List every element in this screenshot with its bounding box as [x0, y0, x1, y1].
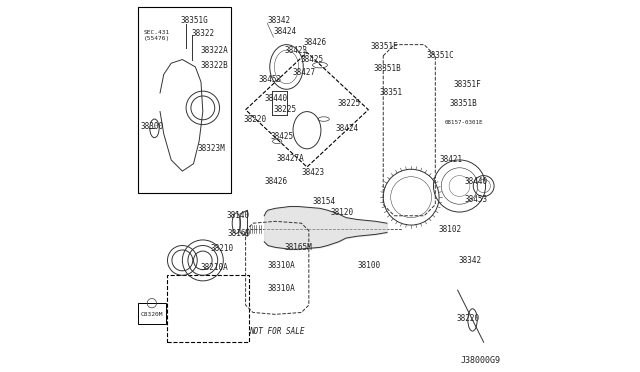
Text: 38342: 38342 [267, 16, 291, 25]
Text: 38424: 38424 [273, 27, 296, 36]
Text: 38351B: 38351B [449, 99, 477, 108]
Text: 38154: 38154 [312, 198, 336, 206]
Text: 38300: 38300 [141, 122, 164, 131]
Text: 38342: 38342 [458, 256, 481, 265]
Text: 38351G: 38351G [180, 16, 208, 25]
Text: C8320M: C8320M [141, 312, 163, 317]
Text: 38426: 38426 [265, 177, 288, 186]
Text: 38421: 38421 [440, 155, 463, 164]
Text: SEC.431
(55476): SEC.431 (55476) [143, 30, 170, 41]
Text: 38310A: 38310A [268, 284, 296, 293]
Text: 38323M: 38323M [197, 144, 225, 153]
Text: 38169: 38169 [228, 229, 251, 238]
Text: 38220: 38220 [456, 314, 479, 323]
Text: 38425: 38425 [301, 55, 324, 64]
Text: 38423: 38423 [285, 46, 308, 55]
Text: 38425: 38425 [271, 132, 294, 141]
Text: 38423: 38423 [301, 169, 324, 177]
Text: 38225: 38225 [337, 99, 360, 108]
Text: 38322B: 38322B [201, 61, 228, 70]
Text: 38351F: 38351F [453, 80, 481, 89]
Text: 38322: 38322 [191, 29, 215, 38]
Text: 38120: 38120 [330, 208, 353, 217]
Text: 38322A: 38322A [201, 46, 228, 55]
FancyBboxPatch shape [138, 7, 231, 193]
Text: 38210: 38210 [211, 244, 234, 253]
Text: 38351: 38351 [380, 88, 403, 97]
Text: 38440: 38440 [465, 177, 488, 186]
FancyBboxPatch shape [138, 303, 166, 324]
Text: 38351C: 38351C [426, 51, 454, 60]
Text: 38453: 38453 [259, 76, 282, 84]
Text: 38140: 38140 [227, 211, 250, 219]
Text: 38210A: 38210A [200, 263, 228, 272]
Text: 38427: 38427 [292, 68, 316, 77]
Text: 38102: 38102 [438, 225, 461, 234]
Text: 38310A: 38310A [268, 262, 296, 270]
Text: 38426: 38426 [303, 38, 326, 47]
Text: 08157-0301E: 08157-0301E [445, 119, 483, 125]
Text: 38351B: 38351B [374, 64, 402, 73]
Text: NOT FOR SALE: NOT FOR SALE [250, 327, 305, 336]
FancyBboxPatch shape [168, 275, 250, 342]
Text: J38000G9: J38000G9 [460, 356, 500, 365]
Text: 38351E: 38351E [370, 42, 398, 51]
Text: 38225: 38225 [273, 105, 296, 114]
Text: 38165M: 38165M [285, 243, 312, 252]
Text: 38424: 38424 [336, 124, 359, 133]
Text: 38440: 38440 [264, 94, 287, 103]
Text: 38453: 38453 [465, 195, 488, 203]
Text: 38100: 38100 [357, 262, 380, 270]
Text: 38220: 38220 [244, 115, 267, 124]
Text: 38427A: 38427A [276, 154, 304, 163]
